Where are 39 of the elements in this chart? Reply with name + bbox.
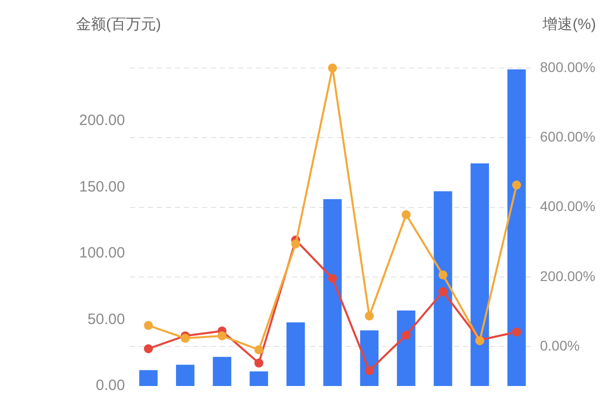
point [402,330,411,340]
y-tick-label: 50.00 [87,310,125,328]
bar [507,69,526,386]
y-tick-label: 200.00 [79,112,125,130]
point [180,334,190,343]
point [512,180,522,190]
bar [396,310,416,386]
point [254,345,264,354]
y2-tick-label: 0.00% [540,338,580,354]
point [291,239,300,248]
y2-tick-label: 800.00% [540,58,596,75]
point [364,311,374,320]
point [512,328,522,337]
bar [434,191,452,386]
point [438,287,448,296]
bar [176,364,194,386]
y2-tick-label: 600.00% [540,128,596,145]
point [402,210,411,220]
point [438,270,448,280]
point [254,358,264,368]
y-axis-title: 金额(百万元) [76,16,161,34]
bar [250,371,268,386]
point [144,320,153,330]
y2-tick-label: 200.00% [540,268,596,284]
bar [323,199,342,386]
y-tick-label: 100.00 [79,244,125,262]
point [328,64,337,72]
y2-axis-title: 增速(%) [542,16,596,34]
point [144,344,153,354]
bar [470,163,489,386]
point [364,366,374,376]
y-tick-label: 0.00 [96,377,125,394]
bar [212,356,232,386]
point [218,331,227,340]
point [328,274,337,283]
y2-tick-label: 400.00% [540,198,596,214]
bar [286,322,305,386]
y-tick-label: 150.00 [79,178,125,196]
bar [139,370,158,386]
